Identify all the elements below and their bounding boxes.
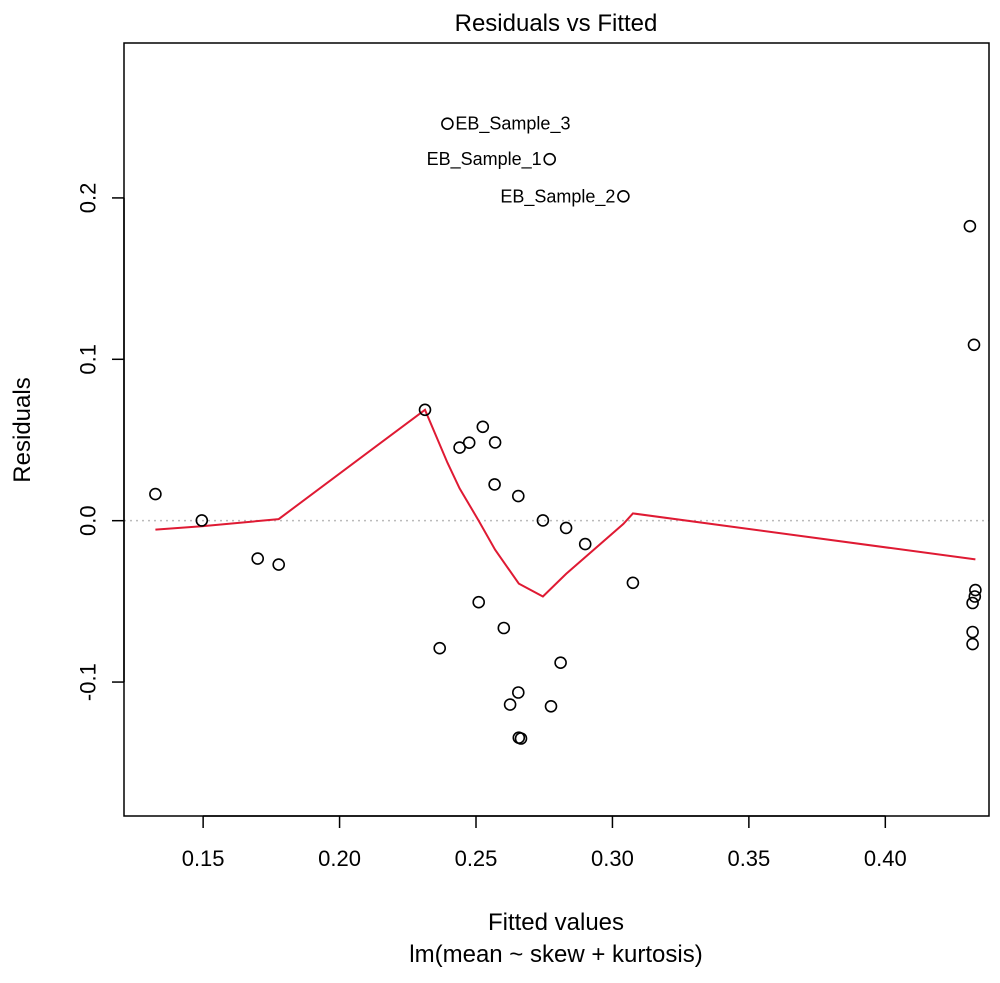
x-axis: 0.15 0.20 0.25 0.30 0.35 0.40 — [182, 815, 907, 871]
y-axis-label: Residuals — [9, 377, 36, 482]
x-axis-label: Fitted values — [488, 909, 624, 936]
x-tick-label: 0.25 — [455, 846, 498, 871]
data-point — [251, 552, 265, 565]
point-labels-layer: EB_Sample_3 EB_Sample_1 EB_Sample_2 — [427, 114, 616, 208]
data-point — [578, 537, 592, 551]
data-point — [511, 686, 525, 699]
data-point — [617, 190, 630, 203]
data-point — [272, 558, 286, 571]
y-tick-label: 0.2 — [76, 183, 101, 214]
data-point — [969, 583, 982, 597]
smoother-line — [155, 408, 976, 598]
data-point — [433, 641, 447, 655]
data-point — [195, 514, 209, 527]
data-point — [966, 625, 979, 639]
x-tick-label: 0.15 — [182, 846, 225, 871]
data-point — [559, 521, 573, 535]
data-point — [626, 576, 640, 590]
data-point — [544, 699, 558, 713]
point-label: EB_Sample_3 — [455, 114, 570, 135]
data-point — [536, 514, 550, 527]
points-layer — [149, 117, 982, 745]
y-tick-label: 0.1 — [76, 344, 101, 375]
y-tick-label: -0.1 — [75, 663, 100, 701]
data-point — [966, 596, 979, 610]
data-point — [514, 732, 528, 745]
x-tick-label: 0.40 — [864, 846, 907, 871]
data-point — [453, 441, 466, 454]
x-tick-label: 0.20 — [318, 846, 361, 871]
data-point — [503, 698, 517, 711]
data-point — [966, 637, 979, 651]
data-point — [488, 478, 501, 491]
data-point — [968, 590, 982, 603]
data-point — [441, 117, 454, 130]
data-point — [462, 436, 476, 450]
x-tick-label: 0.35 — [727, 846, 770, 871]
point-label: EB_Sample_2 — [500, 186, 615, 207]
data-point — [472, 595, 486, 609]
y-tick-label: 0.0 — [75, 505, 100, 536]
chart-title: Residuals vs Fitted — [455, 10, 658, 37]
data-point — [497, 621, 511, 635]
data-point — [418, 403, 432, 417]
data-point — [543, 152, 557, 166]
point-label: EB_Sample_1 — [427, 149, 542, 170]
data-point — [511, 489, 525, 503]
data-point — [963, 219, 977, 233]
data-point — [476, 420, 490, 434]
data-point — [488, 436, 502, 449]
data-point — [967, 338, 981, 352]
data-point — [149, 487, 162, 501]
data-point — [554, 656, 567, 670]
smoother-layer — [155, 408, 976, 598]
y-axis: -0.1 0.0 0.1 0.2 — [75, 183, 125, 701]
x-tick-label: 0.30 — [591, 846, 634, 871]
chart-subtitle: lm(mean ~ skew + kurtosis) — [409, 941, 702, 968]
